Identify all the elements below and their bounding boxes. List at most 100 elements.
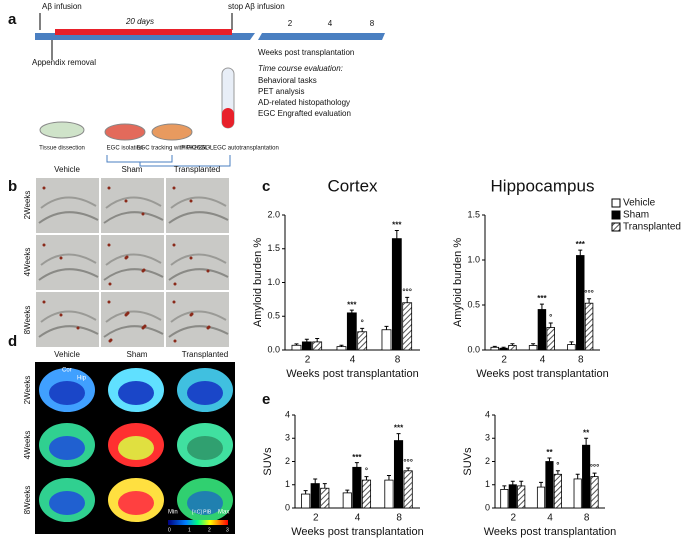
tissue-outline <box>168 325 229 338</box>
text: EGC Engrafted evaluation <box>258 109 351 118</box>
bar <box>490 346 500 351</box>
bar <box>291 344 302 351</box>
legend-swatch <box>611 198 621 208</box>
error-bar <box>587 298 592 304</box>
text: 4Weeks <box>23 431 32 460</box>
bar <box>584 302 594 351</box>
significance: *** <box>394 424 404 433</box>
plaque <box>189 199 193 203</box>
plaque <box>107 186 111 190</box>
brain-core <box>187 491 223 515</box>
legend-label: Sham <box>623 210 649 221</box>
bar <box>508 484 517 509</box>
text: stop Aβ infusion <box>228 2 285 11</box>
plaque <box>173 282 177 286</box>
tissue-outline <box>40 253 97 266</box>
significance: *** <box>537 294 547 303</box>
panel-label: d <box>8 333 17 350</box>
y-tick-label: 2.0 <box>267 209 280 219</box>
text: 4 <box>328 19 333 28</box>
brain-core <box>49 381 85 405</box>
micrograph <box>166 178 229 233</box>
plaque <box>172 186 176 190</box>
plaque <box>189 256 193 260</box>
brain-core <box>187 381 223 405</box>
y-tick-label: 3 <box>485 433 490 443</box>
y-tick-label: 4 <box>485 409 490 419</box>
x-axis-label: Weeks post transplantation <box>286 368 418 380</box>
bar <box>567 344 576 351</box>
panel-label: b <box>8 178 17 195</box>
micrograph <box>36 292 99 347</box>
dish <box>151 123 193 141</box>
plaque <box>172 243 176 247</box>
tissue-outline <box>40 196 97 209</box>
significance: °°° <box>403 458 413 467</box>
text: EGC isolation <box>107 146 144 152</box>
bar <box>590 476 599 509</box>
plaque <box>172 300 176 304</box>
bar <box>517 485 526 509</box>
panel-label: a <box>8 11 17 28</box>
significance: ** <box>546 448 553 457</box>
x-axis-label: Weeks post transplantation <box>476 368 608 380</box>
y-tick-label: 1.0 <box>467 254 480 264</box>
significance: ** <box>583 428 590 437</box>
bar <box>528 345 538 351</box>
y-tick-label: 0.5 <box>467 299 480 309</box>
x-tick-label: 4 <box>547 513 553 524</box>
text: Cor <box>62 368 72 374</box>
error-bar <box>575 473 580 479</box>
error-bar <box>364 476 369 481</box>
plaque <box>42 186 46 190</box>
tissue-outline <box>105 196 162 209</box>
x-axis-label: Weeks post transplantation <box>484 526 616 538</box>
error-bar <box>510 480 515 485</box>
brain-core <box>49 436 85 460</box>
significance: ° <box>361 319 364 328</box>
x-tick-label: 8 <box>395 355 401 366</box>
micrograph <box>36 235 99 290</box>
plaque <box>59 313 63 317</box>
bar <box>357 331 368 351</box>
micrograph <box>166 235 229 290</box>
micrograph <box>166 292 229 347</box>
y-axis-label: SUVs <box>262 447 274 476</box>
text: PET analysis <box>258 87 305 96</box>
error-bar <box>322 483 327 489</box>
bar <box>403 470 413 509</box>
y-tick-label: 1 <box>485 479 490 489</box>
y-axis-label: SUVs <box>462 447 474 476</box>
bar <box>582 444 591 509</box>
y-tick-label: 1 <box>285 479 290 489</box>
bar <box>402 302 413 351</box>
error-bar <box>569 341 574 345</box>
text: Behavioral tasks <box>258 76 317 85</box>
tissue-outline <box>103 325 164 338</box>
error-bar <box>345 489 350 493</box>
y-tick-label: 0.0 <box>467 344 480 354</box>
text: 0 <box>168 527 171 533</box>
plaque <box>109 338 113 342</box>
significance: °°° <box>402 287 412 296</box>
significance: *** <box>576 240 586 249</box>
y-tick-label: 1.5 <box>467 209 480 219</box>
text: 8Weeks <box>23 306 32 335</box>
bar <box>352 466 362 509</box>
error-bar <box>386 474 391 481</box>
text: AD-related histopathology <box>258 98 350 107</box>
bar <box>346 312 357 351</box>
tissue-outline <box>105 253 162 266</box>
bar <box>573 478 582 509</box>
text: 8 <box>370 19 375 28</box>
plaque <box>206 269 210 273</box>
error-bar <box>501 346 506 349</box>
brain-core <box>49 491 85 515</box>
text: 1 <box>188 527 191 533</box>
plaque <box>141 212 145 216</box>
error-bar <box>304 338 309 342</box>
plaque <box>76 326 80 330</box>
text: 20 days <box>125 17 154 26</box>
error-bar <box>405 296 410 303</box>
bar <box>508 345 517 351</box>
